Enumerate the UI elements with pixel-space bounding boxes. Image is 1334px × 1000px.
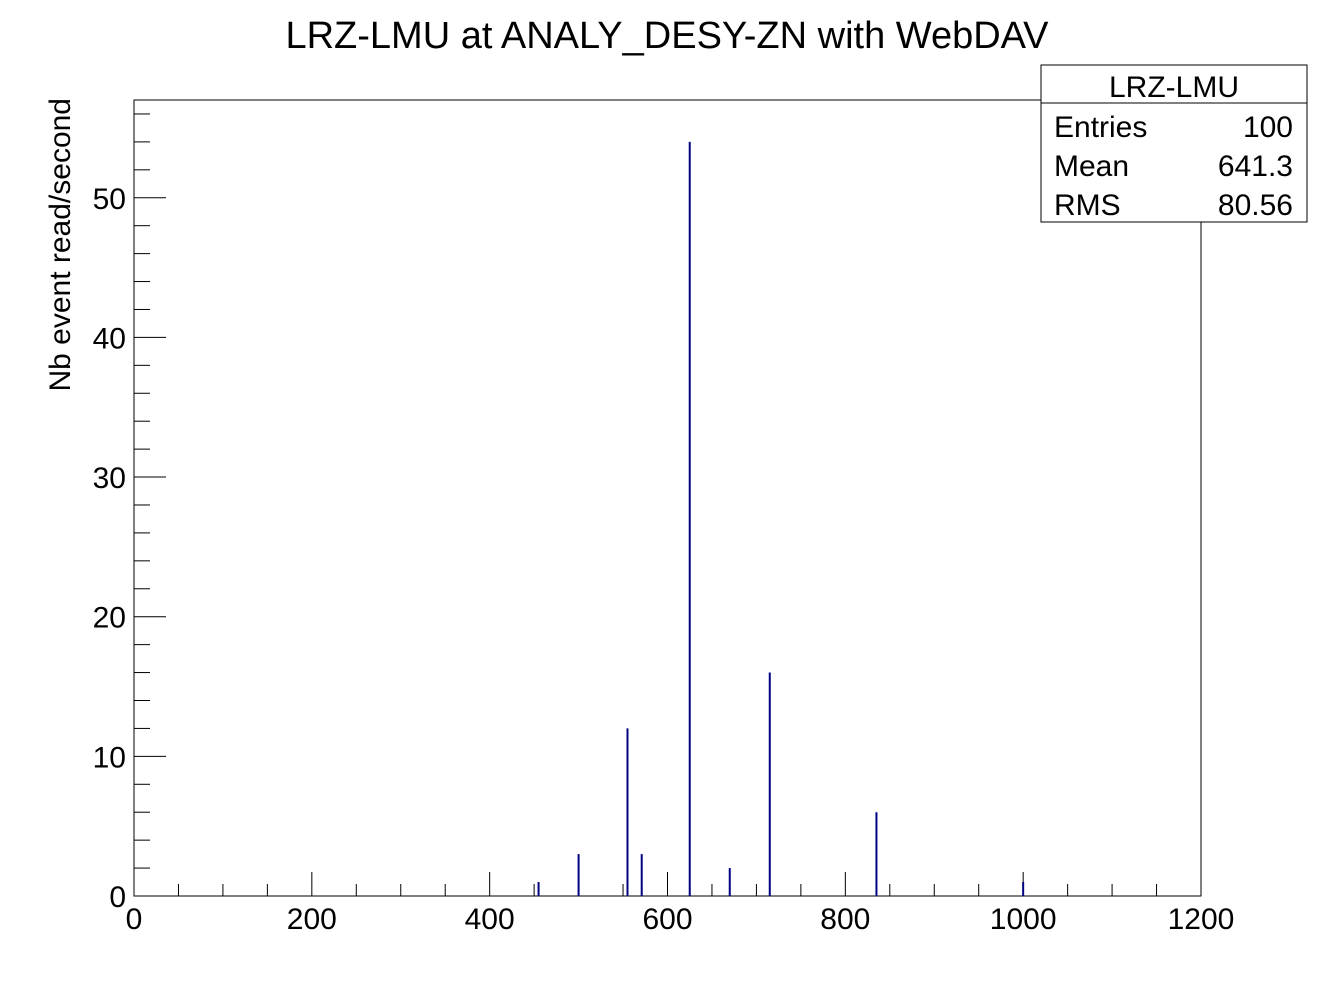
- y-tick-label: 40: [93, 322, 126, 355]
- stats-rms-value: 80.56: [1218, 189, 1293, 222]
- x-tick-label: 0: [126, 903, 143, 936]
- y-tick-label: 10: [93, 741, 126, 774]
- stats-entries-label: Entries: [1054, 111, 1147, 144]
- histogram-bars: [537, 141, 1025, 896]
- stats-box-frame: [1040, 64, 1308, 223]
- stats-entries-value: 100: [1243, 111, 1293, 144]
- y-tick-label: 20: [93, 602, 126, 635]
- stats-box-title: LRZ-LMU: [1109, 71, 1239, 104]
- y-tick-label: 30: [93, 462, 126, 495]
- x-tick-label: 600: [642, 903, 692, 936]
- x-tick-label: 1200: [1168, 903, 1235, 936]
- y-axis-label: Nb event read/second: [44, 98, 77, 392]
- chart-title: LRZ-LMU at ANALY_DESY-ZN with WebDAV: [285, 15, 1049, 57]
- stats-box: LRZ-LMU Entries 100 Mean 641.3 RMS 80.56: [1040, 64, 1308, 223]
- stats-mean-value: 641.3: [1218, 150, 1293, 183]
- x-tick-label: 200: [287, 903, 337, 936]
- x-tick-label: 1000: [990, 903, 1057, 936]
- x-tick-label: 400: [465, 903, 515, 936]
- y-tick-label: 50: [93, 183, 126, 216]
- stats-mean-label: Mean: [1054, 150, 1129, 183]
- y-tick-label: 0: [109, 881, 126, 914]
- x-tick-label: 800: [820, 903, 870, 936]
- stats-rms-label: RMS: [1054, 189, 1121, 222]
- x-axis: 0 200 400 600 800 1000 1200: [126, 872, 1235, 936]
- y-axis: 0 10 20 30 40 50: [93, 113, 166, 914]
